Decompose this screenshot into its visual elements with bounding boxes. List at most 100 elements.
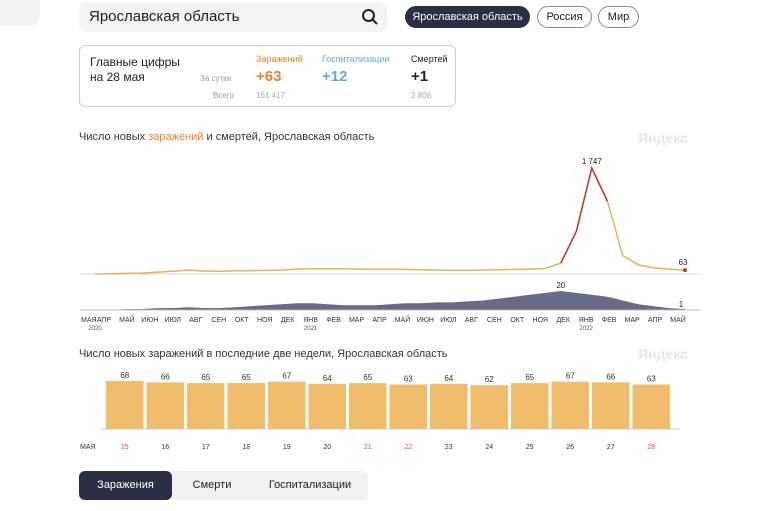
x-tick-label: 26 [566, 444, 574, 451]
bar [430, 384, 468, 429]
deaths-last-label: 1 [679, 300, 684, 309]
year-label: 2021 [304, 326, 318, 332]
x-tick-label: ИЮН [417, 317, 434, 324]
deaths-area [95, 291, 685, 310]
bar-value-label: 68 [120, 371, 129, 380]
bar [309, 384, 347, 429]
x-tick-label: 15 [121, 444, 129, 451]
x-tick-label: ИЮЛ [440, 317, 457, 324]
bar [147, 382, 185, 429]
infections-peak-segment [561, 168, 608, 263]
chart1-title-post: и смертей, Ярославская область [203, 131, 374, 143]
infections-peak-label: 1 747 [582, 157, 603, 166]
x-tick-label: МАЙ [395, 315, 411, 324]
bar [268, 382, 306, 429]
bar-value-label: 65 [525, 373, 534, 382]
bar [552, 382, 590, 429]
bar-value-label: 65 [242, 373, 251, 382]
x-tick-label: 27 [607, 444, 615, 451]
x-tick-label: 21 [364, 444, 372, 451]
x-tick-label: МАР [624, 317, 640, 324]
summary-title: Главные цифры на 28 мая [90, 55, 180, 85]
infections-last-label: 63 [679, 258, 688, 267]
x-tick-label: ИЮН [141, 317, 158, 324]
deaths-total-value: 2 806 [411, 91, 431, 100]
bar [471, 385, 509, 429]
x-tick-label: ДЕК [556, 317, 570, 324]
search-input[interactable]: Ярославская область [89, 8, 239, 25]
tab-hospitalizations[interactable]: Госпитализации [252, 471, 368, 500]
metric-tabs: Заражения Смерти Госпитализации [79, 471, 368, 500]
bar [633, 385, 671, 430]
summary-title-line2: на 28 мая [90, 70, 180, 85]
x-tick-label: 25 [526, 444, 534, 451]
bar-value-label: 64 [444, 374, 453, 383]
x-tick-label: АПР [372, 317, 387, 324]
bar [390, 385, 428, 430]
infections-last-point [683, 268, 687, 272]
x-tick-label: АПР [648, 317, 663, 324]
bar-value-label: 67 [566, 372, 575, 381]
x-tick-label: МАЙ [670, 315, 686, 324]
bar [592, 382, 630, 429]
bar [511, 383, 549, 429]
tab-deaths[interactable]: Смерти [172, 471, 252, 500]
bar-value-label: 64 [323, 374, 332, 383]
x-tick-label: МАЙ [119, 315, 135, 324]
search-box[interactable]: Ярославская область [79, 2, 387, 32]
chart1-title-pre: Число новых [79, 131, 148, 143]
bar-value-label: 65 [363, 373, 372, 382]
bar [228, 383, 266, 429]
x-tick-label: 17 [202, 444, 210, 451]
bar-value-label: 63 [404, 375, 413, 384]
deaths-label: Смертей [411, 54, 448, 64]
bar-value-label: 66 [161, 372, 170, 381]
region-yaroslavl-button[interactable]: Ярославская область [405, 6, 530, 28]
deaths-peak-label: 20 [556, 281, 565, 290]
bar-value-label: 62 [485, 375, 494, 384]
bar-value-label: 63 [647, 375, 656, 384]
chart1-watermark: Яндекс [638, 130, 688, 146]
x-tick-label: ФЕВ [326, 317, 341, 324]
x-tick-label: МАР [349, 317, 365, 324]
region-russia-button[interactable]: Россия [537, 6, 592, 28]
chart1-title: Число новых заражений и смертей, Ярослав… [79, 131, 374, 143]
x-tick-label: 19 [283, 444, 291, 451]
bar-value-label: 65 [201, 373, 210, 382]
bar [106, 381, 144, 429]
bar-value-label: 67 [282, 372, 291, 381]
x-tick-label: 20 [323, 444, 331, 451]
row-day-label: За сутки [200, 74, 231, 83]
bar-value-label: 66 [606, 372, 615, 381]
x-tick-label: СЕН [211, 317, 226, 324]
bar [349, 383, 387, 429]
year-label: 2020 [88, 326, 102, 332]
x-tick-label: 22 [404, 444, 412, 451]
hospitalizations-label: Госпитализации [322, 54, 389, 64]
tab-infections[interactable]: Заражения [79, 471, 172, 500]
x-tick-label: АВГ [189, 317, 202, 324]
corner-panel [0, 0, 40, 26]
chart2-watermark: Яндекс [638, 346, 688, 362]
infections-line [95, 168, 685, 274]
x-tick-label: СЕН [487, 317, 502, 324]
x-tick-label: 16 [161, 444, 169, 451]
x-tick-label: ЯНВ [303, 317, 318, 324]
month-label: МАЯ [80, 444, 96, 451]
x-tick-label: 24 [485, 444, 493, 451]
region-world-button[interactable]: Мир [598, 6, 639, 28]
bar [187, 383, 225, 429]
search-icon[interactable] [361, 8, 379, 26]
chart2-title: Число новых заражений в последние две не… [79, 348, 448, 360]
x-tick-label: 23 [445, 444, 453, 451]
x-tick-label: ЯНВ [579, 317, 594, 324]
x-tick-label: АПР [97, 317, 112, 324]
x-tick-label: 18 [242, 444, 250, 451]
x-tick-label: ДЕК [281, 317, 295, 324]
summary-title-line1: Главные цифры [90, 55, 180, 70]
deaths-day-value: +1 [411, 68, 428, 85]
x-tick-label: 28 [647, 444, 655, 451]
x-tick-label: ОКТ [235, 317, 250, 324]
x-tick-label: АВГ [465, 317, 478, 324]
